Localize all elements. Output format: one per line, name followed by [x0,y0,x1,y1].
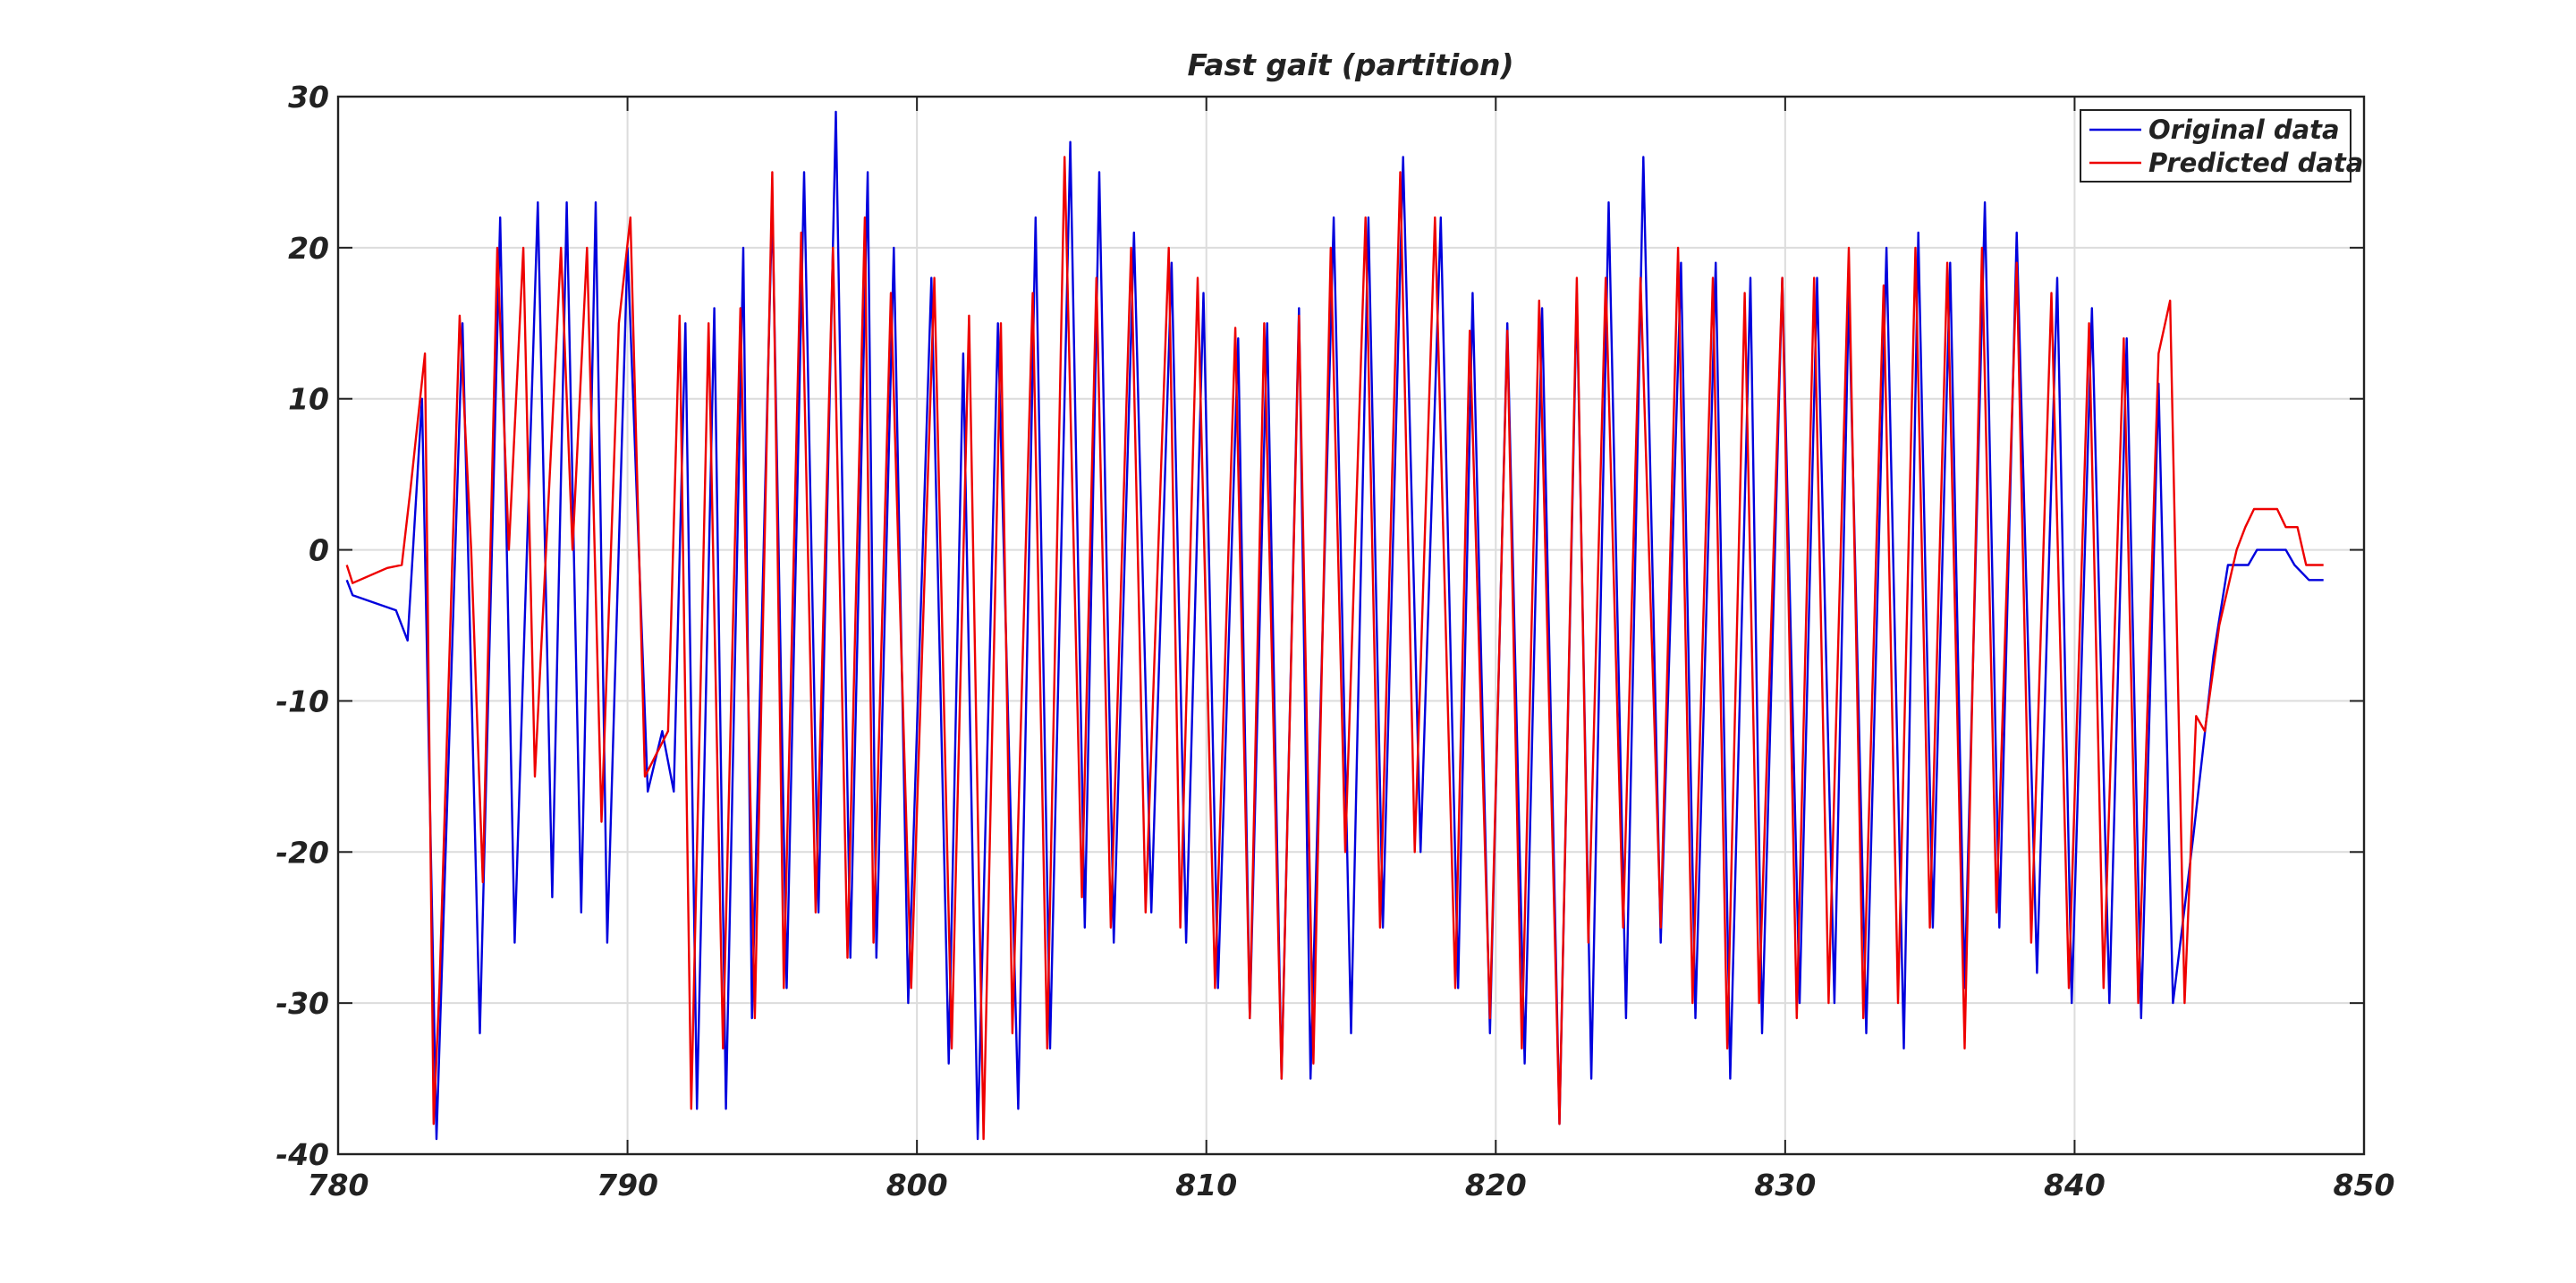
x-tick-label: 820 [1465,1168,1527,1202]
y-tick-label: 10 [288,382,329,417]
y-tick-label: 20 [288,231,329,266]
y-tick-label: -30 [275,986,329,1021]
data-line [345,156,2324,1141]
x-tick-label: 780 [308,1168,369,1202]
x-tick-label: 790 [597,1168,658,1202]
chart-title: Fast gait (partition) [1187,47,1513,82]
x-tick-label: 850 [2334,1168,2395,1202]
plot-area [338,97,2364,1154]
y-tick-label: -20 [275,835,329,870]
x-tick-label: 830 [1754,1168,1816,1202]
x-tick-label: 810 [1175,1168,1237,1202]
y-tick-label: 0 [309,533,329,568]
x-tick-label: 840 [2044,1168,2106,1202]
y-tick-label: -10 [275,684,329,718]
y-tick-label: 30 [288,80,329,115]
legend-box [2080,109,2351,183]
legend-label: Original data [2148,115,2340,145]
y-tick-label: -40 [275,1137,329,1172]
x-tick-label: 800 [886,1168,948,1202]
legend-label: Predicted data [2148,148,2363,178]
plot-frame [336,95,2366,1156]
